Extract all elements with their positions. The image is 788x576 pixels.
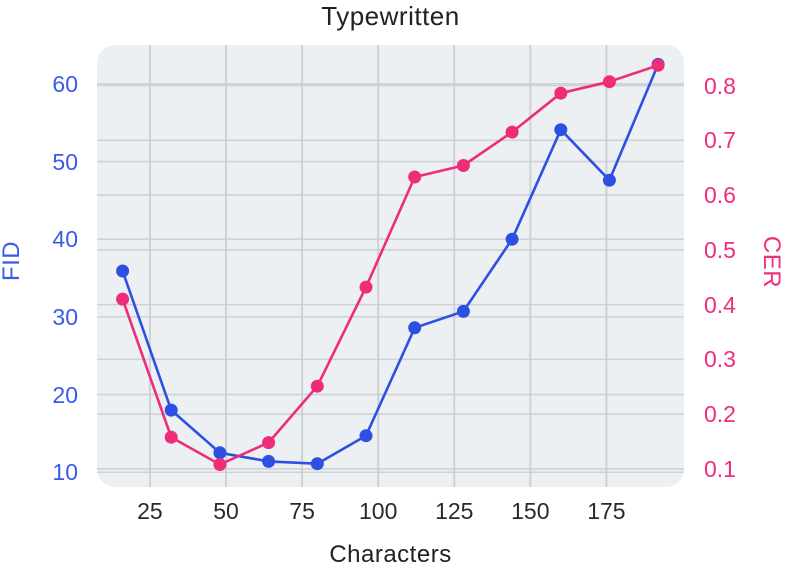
fid-line xyxy=(121,63,660,466)
fid-marker xyxy=(310,457,324,471)
fid-marker xyxy=(164,403,178,417)
cer-marker xyxy=(456,159,470,172)
fid-marker xyxy=(116,264,130,278)
fid-marker xyxy=(213,446,227,460)
cer-marker xyxy=(310,379,324,393)
cer-marker xyxy=(602,75,616,89)
cer-marker xyxy=(651,58,665,72)
cer-line xyxy=(121,64,660,466)
fid-marker xyxy=(262,454,276,468)
cer-marker xyxy=(164,430,178,444)
fid-marker xyxy=(456,304,470,318)
cer-marker xyxy=(359,280,373,294)
gridlines xyxy=(97,45,684,487)
fid-marker xyxy=(554,123,568,137)
cer-marker xyxy=(213,458,227,471)
fid-marker xyxy=(408,321,422,335)
cer-marker xyxy=(116,292,130,306)
fid-marker xyxy=(359,429,373,443)
cer-marker xyxy=(262,436,276,450)
cer-marker xyxy=(505,125,519,139)
fid-marker xyxy=(505,232,519,246)
fid-series xyxy=(116,57,665,471)
cer-marker xyxy=(554,86,568,100)
plot-background xyxy=(97,45,684,487)
fid-marker xyxy=(602,173,616,187)
cer-series xyxy=(116,58,665,471)
cer-marker xyxy=(408,170,422,184)
